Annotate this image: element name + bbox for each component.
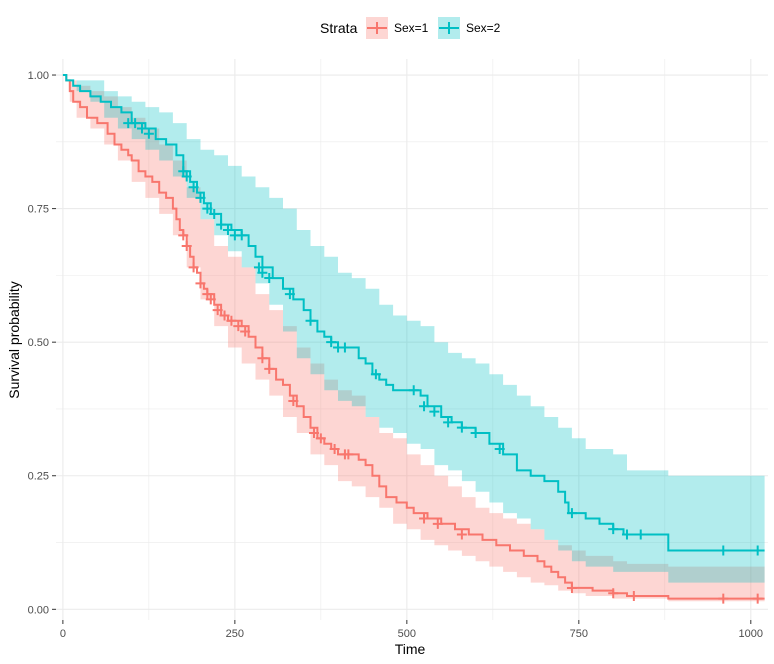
y-tick-label: 1.00: [28, 70, 49, 82]
censor-mark-series-1: [257, 353, 268, 364]
censor-mark-series-2: [494, 444, 505, 455]
legend-label-sex-2: Sex=2: [466, 21, 501, 35]
censor-marks: [123, 118, 763, 604]
censor-mark-series-2: [752, 545, 763, 556]
censor-mark-series-2: [188, 182, 199, 193]
censor-mark-series-2: [305, 315, 316, 326]
censor-mark-series-2: [635, 529, 646, 540]
censor-mark-series-2: [443, 417, 454, 428]
censor-mark-series-1: [219, 310, 230, 321]
censor-mark-series-1: [329, 444, 340, 455]
censor-mark-series-1: [315, 433, 326, 444]
y-axis-ticks: 0.00 0.25 0.50 0.75 1.00: [28, 70, 56, 616]
censor-mark-series-2: [370, 369, 381, 380]
y-tick-label: 0.00: [28, 604, 49, 616]
censor-mark-series-2: [621, 529, 632, 540]
survival-curves: [62, 74, 765, 600]
censor-mark-series-2: [339, 342, 350, 353]
censor-mark-series-2: [470, 428, 481, 438]
censor-mark-series-1: [226, 315, 237, 326]
confidence-bands: [62, 75, 765, 602]
censor-mark-series-2: [284, 289, 295, 300]
legend-label-sex-1: Sex=1: [394, 21, 429, 35]
x-tick-label: 500: [398, 628, 416, 640]
censor-mark-series-2: [143, 128, 154, 139]
censor-mark-series-2: [718, 545, 729, 556]
censor-mark-series-1: [233, 321, 244, 332]
censor-mark-series-2: [195, 192, 206, 203]
censor-mark-series-1: [608, 588, 619, 599]
legend: Strata Sex=1 Sex=2: [320, 17, 501, 39]
censor-mark-series-1: [566, 582, 577, 593]
censor-mark-series-2: [608, 524, 619, 535]
censor-mark-series-2: [253, 262, 264, 273]
censor-mark-series-2: [202, 203, 213, 214]
censor-mark-series-1: [195, 278, 206, 289]
censor-mark-series-1: [188, 262, 199, 273]
censor-mark-series-1: [240, 326, 251, 337]
survival-line-series-1: [62, 74, 765, 600]
censor-mark-series-2: [181, 171, 192, 182]
censor-mark-series-1: [456, 529, 467, 540]
censor-mark-series-2: [429, 406, 440, 417]
censor-mark-series-2: [222, 224, 233, 235]
y-tick-label: 0.75: [28, 204, 49, 216]
legend-key-sex-2: [438, 17, 460, 39]
censor-mark-series-2: [136, 123, 147, 134]
censor-mark-series-2: [216, 219, 227, 230]
y-tick-label: 0.25: [28, 471, 49, 483]
y-tick-label: 0.50: [28, 337, 49, 349]
censor-mark-series-1: [181, 241, 192, 251]
legend-title: Strata: [320, 20, 358, 36]
censor-mark-series-1: [752, 593, 763, 604]
censor-mark-series-2: [209, 208, 220, 219]
censor-mark-series-1: [308, 428, 319, 438]
ci-band-series-2: [62, 75, 765, 583]
censor-mark-series-1: [288, 395, 299, 406]
censor-mark-series-2: [566, 508, 577, 519]
x-tick-label: 250: [226, 628, 244, 640]
censor-mark-series-1: [212, 305, 223, 316]
censor-mark-series-1: [343, 449, 354, 460]
censor-mark-series-2: [264, 273, 275, 284]
x-axis-ticks: 0 250 500 750 1000: [60, 620, 763, 640]
censor-mark-series-2: [236, 230, 247, 241]
censor-mark-series-1: [202, 289, 213, 300]
censor-mark-series-2: [419, 401, 430, 412]
censor-mark-series-1: [205, 294, 216, 305]
censor-mark-series-2: [130, 118, 141, 129]
survival-line-series-2: [62, 74, 765, 552]
censor-mark-series-1: [178, 230, 189, 241]
censor-mark-series-1: [628, 590, 639, 601]
ci-band-series-1: [62, 75, 765, 602]
censor-mark-series-1: [264, 363, 275, 374]
legend-key-sex-1: [366, 17, 388, 39]
censor-mark-series-2: [257, 267, 268, 278]
x-tick-label: 0: [60, 628, 66, 640]
x-axis-title: Time: [395, 641, 426, 657]
x-tick-label: 750: [570, 628, 588, 640]
censor-mark-series-2: [456, 422, 467, 433]
x-tick-label: 1000: [739, 628, 763, 640]
censor-mark-series-2: [178, 166, 189, 177]
y-axis-title: Survival probability: [6, 281, 22, 399]
censor-mark-series-2: [408, 385, 419, 396]
censor-mark-series-2: [326, 337, 337, 348]
plot-panel: [56, 59, 768, 620]
censor-mark-series-1: [419, 513, 430, 524]
censor-mark-series-1: [718, 593, 729, 604]
censor-mark-series-1: [432, 518, 443, 529]
